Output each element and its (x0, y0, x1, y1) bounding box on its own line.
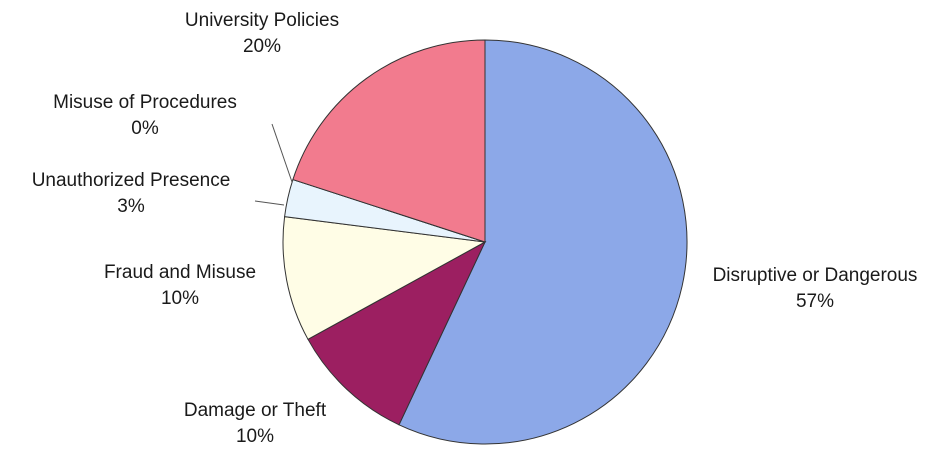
pie-slice-fraud-and-misuse (282, 216, 487, 340)
slice-value-unauthorized-presence: 3% (117, 196, 145, 217)
pie-slice-disruptive-or-dangerous (398, 39, 688, 445)
slice-label-damage-or-theft: Damage or Theft 10% (184, 400, 327, 447)
slice-labels: Disruptive or Dangerous 57% Damage or Thef… (32, 10, 918, 447)
slice-name-damage-or-theft: Damage or Theft (184, 400, 327, 421)
pie-slice-damage-or-theft (307, 240, 487, 426)
leader-line-misuse-of-procedures (271, 123, 293, 183)
slice-label-misuse-of-procedures: Misuse of Procedures 0% (53, 92, 237, 139)
slice-value-damage-or-theft: 10% (236, 426, 274, 447)
slice-label-university-policies: University Policies 20% (185, 10, 339, 57)
slice-label-fraud-and-misuse: Fraud and Misuse 10% (104, 262, 256, 309)
pie-slices (282, 39, 688, 445)
slice-name-unauthorized-presence: Unauthorized Presence (32, 170, 231, 191)
slice-name-disruptive-or-dangerous: Disruptive or Dangerous (713, 265, 918, 286)
leader-line-unauthorized-presence (254, 200, 285, 206)
slice-value-fraud-and-misuse: 10% (161, 288, 199, 309)
slice-label-disruptive-or-dangerous: Disruptive or Dangerous 57% (713, 265, 918, 312)
slice-value-misuse-of-procedures: 0% (131, 118, 159, 139)
slice-name-university-policies: University Policies (185, 10, 339, 31)
slice-label-unauthorized-presence: Unauthorized Presence 3% (32, 170, 231, 217)
pie-slice-university-policies (292, 39, 486, 243)
slice-value-university-policies: 20% (243, 36, 281, 57)
slice-name-fraud-and-misuse: Fraud and Misuse (104, 262, 256, 283)
slice-name-misuse-of-procedures: Misuse of Procedures (53, 92, 237, 113)
leader-lines (254, 123, 293, 206)
slice-value-disruptive-or-dangerous: 57% (796, 291, 834, 312)
